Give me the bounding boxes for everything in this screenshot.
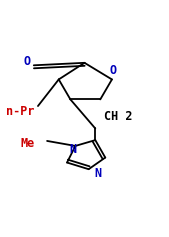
Text: O: O	[109, 64, 116, 77]
Text: CH 2: CH 2	[104, 110, 133, 123]
Text: N: N	[69, 143, 76, 156]
Text: n-Pr: n-Pr	[6, 105, 35, 118]
Text: O: O	[24, 55, 31, 68]
Text: N: N	[94, 167, 101, 180]
Text: Me: Me	[20, 137, 34, 150]
